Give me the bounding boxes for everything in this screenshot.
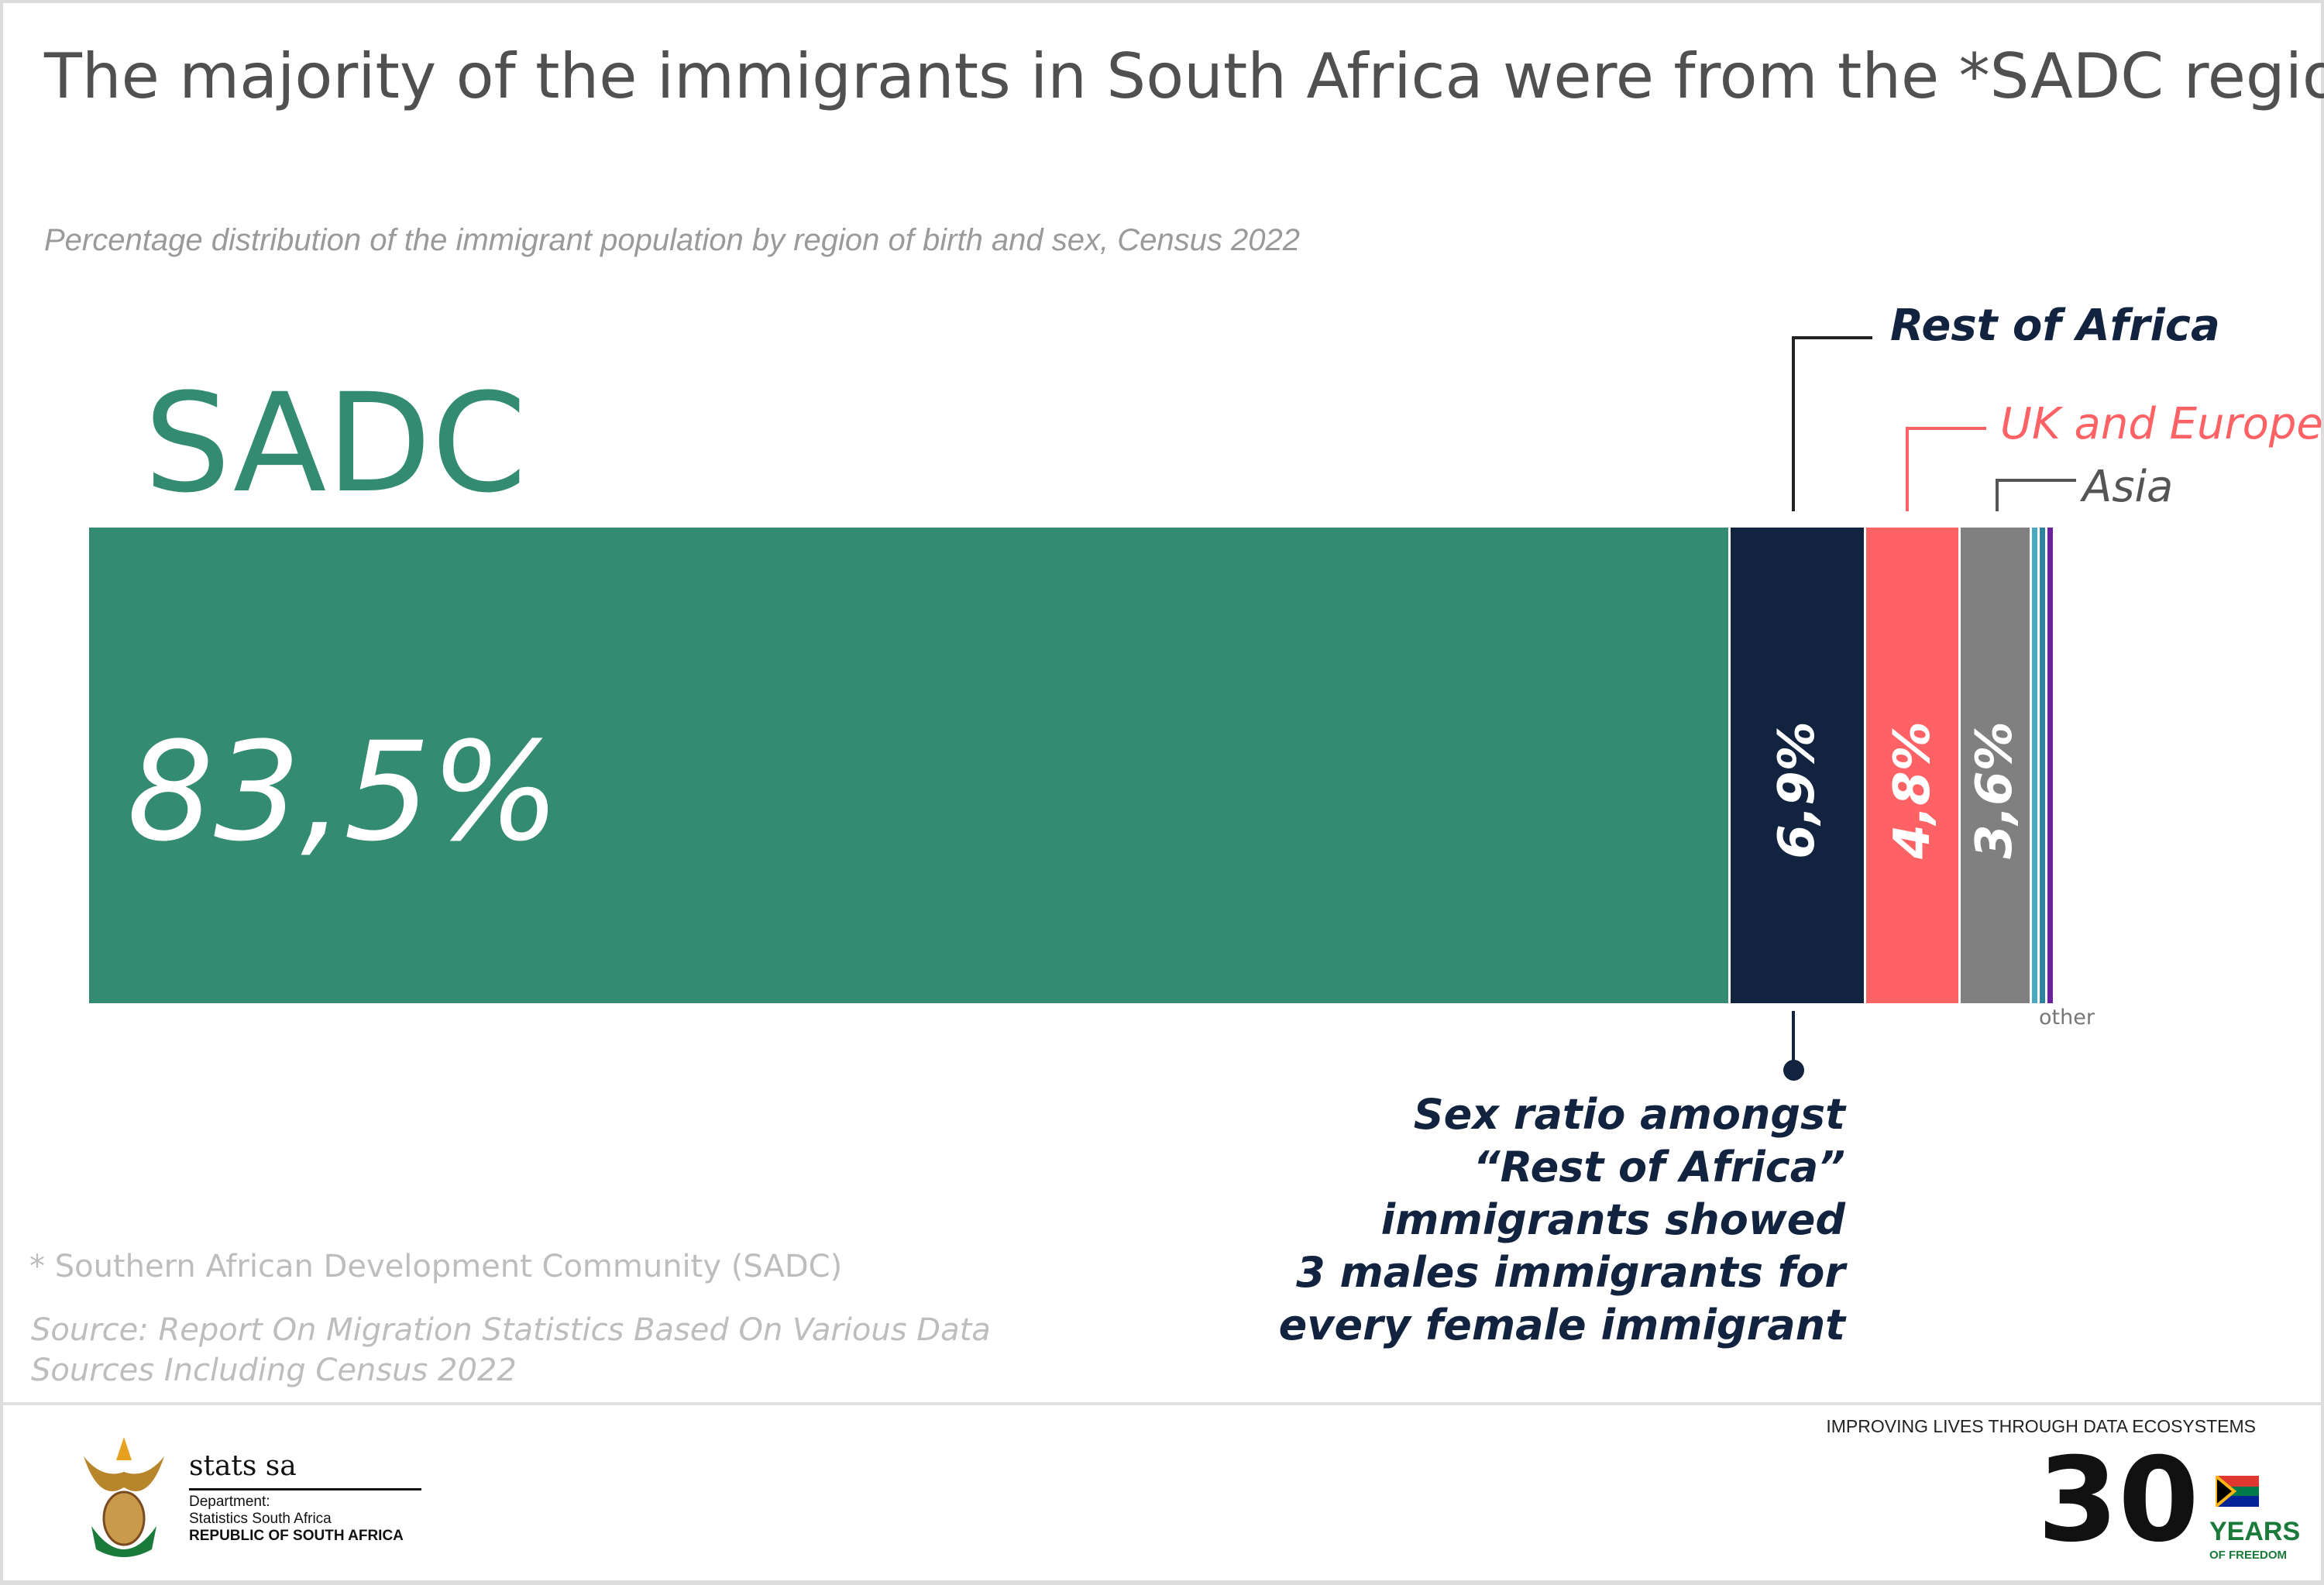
bar-segment-other-2 bbox=[2039, 528, 2045, 1003]
bar-segment-asia bbox=[1961, 528, 2030, 1003]
republic-label: REPUBLIC OF SOUTH AFRICA bbox=[189, 1528, 404, 1544]
chart-title: The majority of the immigrants in South … bbox=[44, 40, 2324, 112]
sa-flag-icon bbox=[2214, 1472, 2259, 1511]
bar-segment-uk-and-europe bbox=[1866, 528, 1959, 1003]
sadc-label: SADC bbox=[144, 364, 527, 523]
value-label-asia: 3,6% bbox=[1966, 721, 2024, 859]
value-label-uk-and-europe: 4,8% bbox=[1883, 721, 1941, 859]
tagline: IMPROVING LIVES THROUGH DATA ECOSYSTEMS bbox=[1826, 1416, 2256, 1436]
stats-sa-brand: stats sa bbox=[189, 1450, 297, 1482]
annotation-line-1: Sex ratio amongst bbox=[1413, 1090, 1845, 1139]
annotation-line-4: 3 males immigrants for bbox=[1296, 1248, 1845, 1297]
dept-label: Department: bbox=[189, 1494, 270, 1510]
leader-line-rest-africa-h bbox=[1792, 336, 1872, 339]
dept-name: Statistics South Africa bbox=[189, 1511, 332, 1527]
bar-segment-rest-of-africa bbox=[1731, 528, 1865, 1003]
brand-underline bbox=[189, 1488, 421, 1490]
label-asia: Asia bbox=[2082, 462, 2174, 512]
leader-line-uk bbox=[1906, 427, 1909, 511]
annotation-line-2: “Rest of Africa” bbox=[1473, 1143, 1845, 1191]
chart-subtitle: Percentage distribution of the immigrant… bbox=[44, 223, 1300, 257]
anniversary-freedom: OF FREEDOM bbox=[2209, 1549, 2287, 1562]
annotation-line-5: every female immigrant bbox=[1278, 1301, 1845, 1349]
leader-line-asia bbox=[1996, 479, 1999, 511]
annotation-dot bbox=[1783, 1060, 1804, 1081]
label-uk-europe: UK and Europe bbox=[2000, 399, 2323, 449]
sex-ratio-annotation: Sex ratio amongst “Rest of Africa” immig… bbox=[1279, 1088, 1845, 1352]
label-other: other bbox=[2039, 1006, 2095, 1030]
bar-segment-other-1 bbox=[2031, 528, 2037, 1003]
leader-line-asia-h bbox=[1996, 479, 2076, 482]
bar-segment-sadc bbox=[89, 528, 1729, 1003]
source-line-2: Sources Including Census 2022 bbox=[31, 1353, 517, 1388]
value-label-rest-of-africa: 6,9% bbox=[1769, 721, 1827, 859]
footnote: * Southern African Development Community… bbox=[29, 1249, 843, 1284]
coat-of-arms-icon bbox=[76, 1433, 172, 1561]
value-label-sadc: 83,5% bbox=[127, 713, 561, 872]
leader-line-rest-africa bbox=[1792, 336, 1795, 511]
annotation-line bbox=[1792, 1011, 1795, 1071]
anniversary-years: YEARS bbox=[2209, 1517, 2301, 1546]
annotation-line-3: immigrants showed bbox=[1380, 1195, 1845, 1244]
anniversary-number: 30 bbox=[2037, 1433, 2199, 1568]
footer-bottom-border bbox=[0, 1580, 2324, 1585]
label-rest-africa: Rest of Africa bbox=[1890, 301, 2220, 351]
bar-segment-other-3 bbox=[2047, 528, 2053, 1003]
leader-line-uk-h bbox=[1906, 427, 1986, 430]
source-line-1: Source: Report On Migration Statistics B… bbox=[31, 1312, 991, 1348]
footer-divider bbox=[3, 1402, 2321, 1405]
